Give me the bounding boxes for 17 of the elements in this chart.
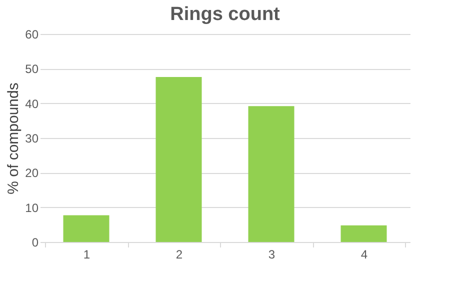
y-tick-label: 0 bbox=[32, 236, 39, 250]
bar bbox=[63, 215, 110, 242]
y-tick-label: 10 bbox=[25, 200, 39, 215]
y-tick-label: 20 bbox=[25, 166, 39, 180]
y-tick-label: 30 bbox=[25, 132, 39, 146]
bar bbox=[248, 106, 294, 242]
y-tick-label: 50 bbox=[25, 62, 39, 76]
bar bbox=[156, 76, 202, 242]
x-tick-label: 4 bbox=[360, 248, 368, 262]
chart-title: Rings count bbox=[170, 4, 281, 25]
x-tick-label: 1 bbox=[83, 248, 90, 262]
y-axis-title: % of compounds bbox=[5, 82, 22, 194]
x-tick-label: 3 bbox=[268, 248, 276, 262]
y-tick-label: 40 bbox=[25, 96, 39, 111]
x-tick-label: 2 bbox=[176, 248, 183, 262]
y-tick-label: 60 bbox=[25, 28, 39, 42]
bar bbox=[340, 225, 387, 242]
